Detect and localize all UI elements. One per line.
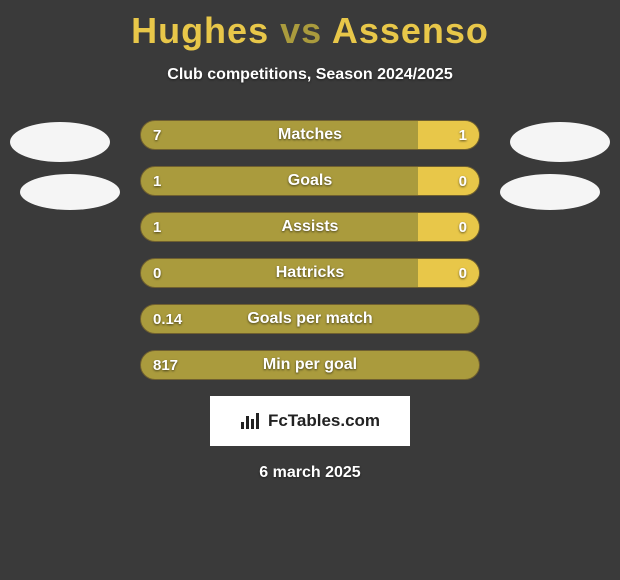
player-a-name: Hughes bbox=[131, 10, 269, 51]
bar-chart-icon bbox=[240, 412, 262, 430]
stat-label: Hattricks bbox=[141, 259, 479, 287]
avatar-right-2 bbox=[500, 174, 600, 210]
stat-right-value: 0 bbox=[459, 167, 467, 195]
subtitle: Club competitions, Season 2024/2025 bbox=[0, 66, 620, 84]
stat-row-assists: 1 Assists 0 bbox=[140, 212, 480, 242]
date-text: 6 march 2025 bbox=[0, 464, 620, 482]
stat-label: Matches bbox=[141, 121, 479, 149]
stat-row-matches: 7 Matches 1 bbox=[140, 120, 480, 150]
stat-bars: 7 Matches 1 1 Goals 0 1 Assists 0 0 Hatt… bbox=[140, 120, 480, 380]
avatar-right-1 bbox=[510, 122, 610, 162]
stat-right-value: 0 bbox=[459, 259, 467, 287]
stat-label: Min per goal bbox=[141, 351, 479, 379]
stat-row-hattricks: 0 Hattricks 0 bbox=[140, 258, 480, 288]
logo-text: FcTables.com bbox=[268, 411, 380, 431]
stat-row-goals: 1 Goals 0 bbox=[140, 166, 480, 196]
stat-right-value: 1 bbox=[459, 121, 467, 149]
player-b-name: Assenso bbox=[332, 10, 489, 51]
avatar-left-2 bbox=[20, 174, 120, 210]
avatar-left-1 bbox=[10, 122, 110, 162]
site-logo: FcTables.com bbox=[210, 396, 410, 446]
stat-label: Goals per match bbox=[141, 305, 479, 333]
vs-text: vs bbox=[280, 10, 322, 51]
stat-label: Goals bbox=[141, 167, 479, 195]
stat-right-value: 0 bbox=[459, 213, 467, 241]
stat-label: Assists bbox=[141, 213, 479, 241]
stats-area: 7 Matches 1 1 Goals 0 1 Assists 0 0 Hatt… bbox=[0, 120, 620, 380]
stat-row-min-per-goal: 817 Min per goal bbox=[140, 350, 480, 380]
comparison-title: Hughes vs Assenso bbox=[0, 0, 620, 52]
stat-row-goals-per-match: 0.14 Goals per match bbox=[140, 304, 480, 334]
